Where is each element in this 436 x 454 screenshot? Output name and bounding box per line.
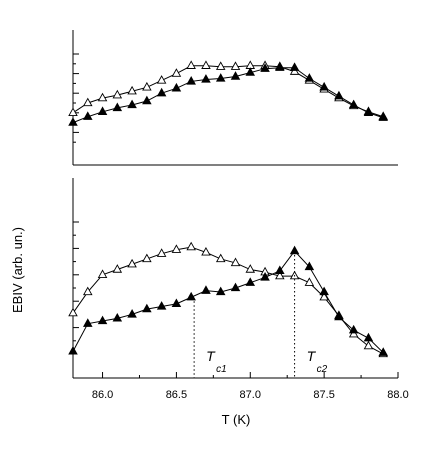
top-filled-point — [142, 95, 152, 105]
bottom-filled-point — [127, 309, 137, 318]
top-filled-point — [171, 82, 182, 92]
top-open-point — [201, 60, 211, 69]
x-tick-label: 88.0 — [387, 389, 408, 401]
bottom-open-point — [97, 269, 108, 278]
bottom-filled-point — [304, 261, 315, 271]
bottom-open-point — [230, 257, 241, 267]
bottom-filled-point — [186, 291, 196, 301]
bottom-filled-point — [156, 301, 167, 310]
bottom-open-point — [171, 244, 182, 253]
bottom-series-open-line — [72, 246, 384, 355]
top-filled-point — [348, 99, 359, 109]
bottom-filled-point — [97, 315, 108, 325]
top-open-point — [97, 92, 108, 102]
bottom-filled-point — [171, 298, 182, 308]
top-open-point — [186, 60, 196, 69]
top-filled-point — [304, 73, 315, 82]
top-filled-point — [83, 111, 93, 120]
x-axis: 86.0 86.5 87.0 87.5 88.0 — [92, 372, 409, 401]
top-filled-point — [378, 112, 388, 121]
bottom-open-point — [142, 253, 152, 263]
bottom-filled-point — [378, 347, 388, 356]
top-filled-point — [97, 106, 108, 116]
bottom-open-point — [186, 241, 196, 251]
top-filled-point — [245, 67, 256, 76]
top-filled-point — [363, 107, 374, 116]
bottom-panel — [68, 178, 398, 379]
y-axis-label: EBIV (arb. un.) — [10, 227, 25, 313]
top-open-point — [230, 61, 241, 70]
bottom-filled-point — [363, 332, 374, 342]
tc-label-subscript: c1 — [216, 364, 227, 375]
bottom-filled-point — [334, 311, 344, 321]
bottom-open-point — [304, 277, 315, 286]
bottom-series-filled-line — [72, 250, 384, 354]
bottom-filled-point — [68, 345, 78, 355]
tc-label-subscript: c2 — [317, 364, 328, 375]
x-tick-label: 86.0 — [92, 389, 113, 401]
bottom-filled-point — [83, 318, 93, 327]
bottom-filled-point — [245, 277, 256, 286]
bottom-open-point — [127, 258, 137, 268]
top-open-point — [142, 81, 152, 91]
bottom-open-point — [215, 253, 226, 263]
bottom-open-point — [245, 264, 256, 273]
x-axis-label: T (K) — [222, 412, 251, 427]
top-filled-point — [289, 62, 300, 71]
bottom-filled-point — [201, 285, 211, 294]
top-open-point — [215, 61, 226, 70]
bottom-open-point — [112, 264, 123, 273]
top-open-point — [127, 85, 137, 95]
top-filled-point — [215, 73, 226, 82]
tc-label: T — [206, 348, 216, 364]
bottom-open-point — [275, 270, 285, 280]
bottom-filled-point — [275, 265, 285, 275]
top-filled-point — [230, 71, 241, 80]
top-filled-point — [201, 74, 211, 83]
top-open-point — [68, 107, 78, 116]
x-tick-label: 86.5 — [166, 389, 187, 401]
bottom-filled-point — [112, 312, 123, 322]
top-series-open-line — [72, 65, 384, 118]
top-open-point — [83, 97, 93, 107]
top-filled-point — [260, 63, 270, 72]
bottom-filled-point — [230, 282, 241, 292]
bottom-open-point — [363, 340, 374, 350]
top-filled-point — [319, 81, 329, 91]
x-tick-label: 87.0 — [240, 389, 261, 401]
bottom-filled-point — [142, 303, 152, 313]
bottom-open-point — [201, 246, 211, 256]
bottom-filled-point — [215, 286, 226, 296]
x-tick-label: 87.5 — [313, 389, 334, 401]
top-open-point — [171, 68, 182, 77]
tc-label: T — [307, 348, 317, 364]
top-filled-point — [186, 76, 196, 85]
bottom-open-point — [83, 286, 93, 296]
top-filled-point — [112, 102, 123, 112]
bottom-filled-point — [260, 272, 270, 281]
top-open-point — [112, 89, 123, 99]
bottom-filled-point — [319, 286, 329, 296]
top-series-filled-line — [72, 67, 384, 124]
top-filled-point — [156, 87, 167, 97]
bottom-filled-point — [348, 324, 359, 334]
top-filled-point — [68, 117, 78, 126]
bottom-filled-point — [289, 245, 300, 255]
top-panel — [68, 30, 398, 166]
top-filled-point — [275, 62, 285, 71]
bottom-open-point — [68, 307, 78, 317]
top-filled-point — [334, 90, 344, 100]
top-filled-point — [127, 99, 137, 109]
bottom-open-point — [319, 291, 329, 301]
bottom-open-point — [156, 248, 167, 257]
top-open-point — [156, 75, 167, 84]
